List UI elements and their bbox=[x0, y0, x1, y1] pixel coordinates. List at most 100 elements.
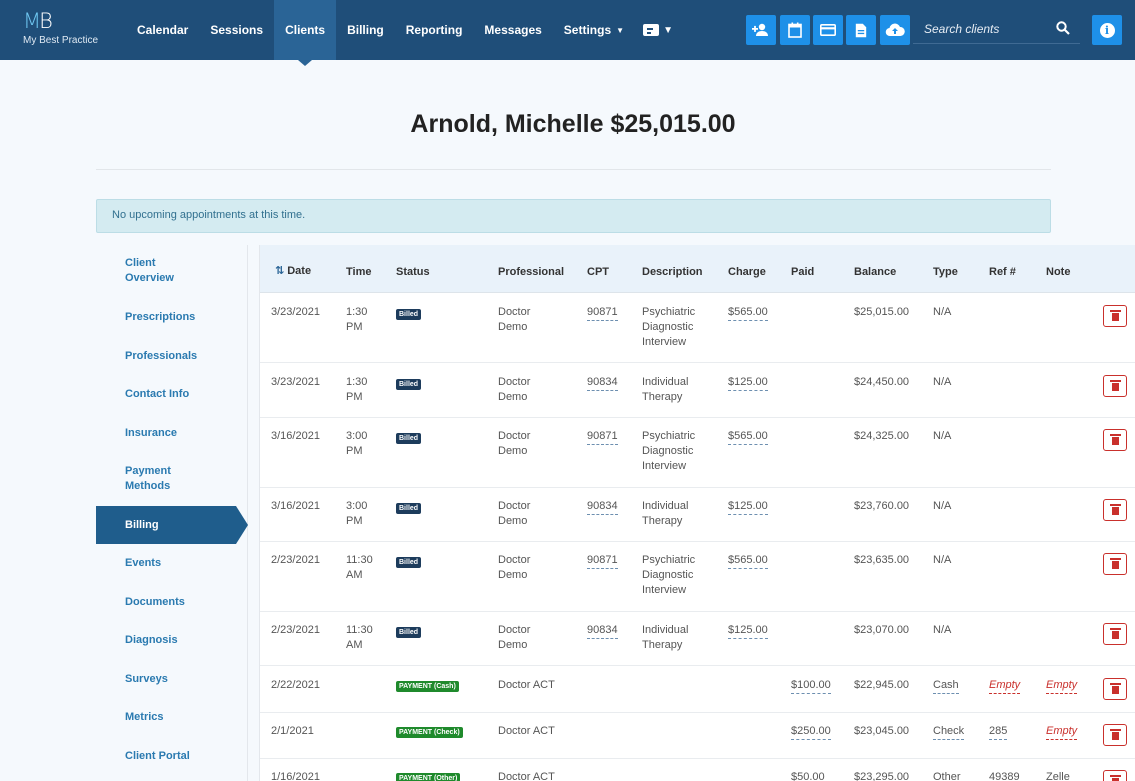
charge-link[interactable]: $565.00 bbox=[728, 429, 768, 445]
cell-balance: $23,045.00 bbox=[854, 725, 910, 737]
cell-description: Individual Therapy bbox=[642, 624, 689, 651]
column-header-type: Type bbox=[933, 266, 958, 278]
table-row: 3/16/2021 3:00 PM Billed Doctor Demo 908… bbox=[260, 418, 1135, 488]
nav-messages[interactable]: Messages bbox=[484, 23, 542, 37]
client-search bbox=[913, 14, 1080, 44]
sidebar-item-surveys[interactable]: Surveys bbox=[125, 673, 168, 685]
search-input[interactable] bbox=[913, 21, 1048, 36]
nav-reporting[interactable]: Reporting bbox=[405, 23, 463, 37]
nav-calendar[interactable]: Calendar bbox=[137, 23, 189, 37]
cell-type: N/A bbox=[933, 500, 952, 512]
cell-type: N/A bbox=[933, 554, 952, 566]
note-link[interactable]: Zelle bbox=[1046, 770, 1070, 781]
delete-button[interactable] bbox=[1103, 499, 1127, 521]
delete-button[interactable] bbox=[1103, 305, 1127, 327]
cpt-link[interactable]: 90871 bbox=[587, 553, 618, 569]
cell-professional: Doctor Demo bbox=[498, 554, 531, 581]
status-badge: Billed bbox=[396, 309, 422, 320]
charge-link[interactable]: $125.00 bbox=[728, 375, 768, 391]
trash-icon bbox=[1109, 729, 1121, 740]
trash-icon bbox=[1109, 310, 1121, 321]
sidebar-item-prescriptions[interactable]: Prescriptions bbox=[125, 311, 196, 323]
sidebar-item-diagnosis[interactable]: Diagnosis bbox=[125, 634, 178, 646]
table-row: 3/23/2021 1:30 PM Billed Doctor Demo 908… bbox=[260, 293, 1135, 363]
cpt-link[interactable]: 90834 bbox=[587, 623, 618, 639]
sidebar-item-client-portal[interactable]: Client Portal bbox=[125, 750, 190, 762]
note-link[interactable]: Empty bbox=[1046, 724, 1078, 740]
sidebar-item-contact-info[interactable]: Contact Info bbox=[125, 388, 190, 400]
upload-button[interactable] bbox=[880, 15, 910, 45]
delete-button[interactable] bbox=[1103, 678, 1127, 700]
search-icon[interactable] bbox=[1056, 21, 1070, 35]
sidebar-item-documents[interactable]: Documents bbox=[125, 596, 185, 608]
note-link[interactable]: Empty bbox=[1046, 678, 1078, 694]
cell-description: Psychiatric Diagnostic Interview bbox=[642, 554, 696, 596]
column-header-professional: Professional bbox=[498, 266, 565, 278]
paid-link[interactable]: $50.00 bbox=[791, 770, 825, 781]
column-header-paid: Paid bbox=[791, 266, 815, 278]
delete-button[interactable] bbox=[1103, 724, 1127, 746]
sidebar-item-metrics[interactable]: Metrics bbox=[125, 711, 164, 723]
sidebar-item-insurance[interactable]: Insurance bbox=[125, 427, 177, 439]
info-button[interactable]: i bbox=[1092, 15, 1122, 45]
cell-date: 3/16/2021 bbox=[271, 430, 320, 442]
cell-date: 2/1/2021 bbox=[271, 725, 314, 737]
cpt-link[interactable]: 90834 bbox=[587, 375, 618, 391]
cpt-link[interactable]: 90871 bbox=[587, 305, 618, 321]
charge-link[interactable]: $565.00 bbox=[728, 305, 768, 321]
sidebar-item-billing[interactable]: Billing bbox=[96, 506, 248, 544]
delete-button[interactable] bbox=[1103, 429, 1127, 451]
brand-logo[interactable]: MB My Best Practice bbox=[23, 10, 113, 50]
cell-date: 3/23/2021 bbox=[271, 306, 320, 318]
document-button[interactable] bbox=[846, 15, 876, 45]
cell-professional: Doctor ACT bbox=[498, 725, 555, 737]
type-link[interactable]: Check bbox=[933, 724, 965, 740]
paid-link[interactable]: $250.00 bbox=[791, 724, 831, 740]
charge-link[interactable]: $125.00 bbox=[728, 623, 768, 639]
table-row: 2/23/2021 11:30 AM Billed Doctor Demo 90… bbox=[260, 542, 1135, 612]
ref-link[interactable]: Empty bbox=[989, 678, 1021, 694]
calendar-button[interactable] bbox=[780, 15, 810, 45]
sidebar-item-client-overview[interactable]: Client Overview bbox=[125, 257, 174, 284]
card-menu-dropdown[interactable]: ▼ bbox=[643, 0, 673, 60]
cpt-link[interactable]: 90871 bbox=[587, 429, 618, 445]
nav-clients[interactable]: Clients bbox=[274, 0, 337, 66]
trash-icon bbox=[1109, 628, 1121, 639]
column-header-date[interactable]: ⇅ Date bbox=[275, 265, 312, 277]
cpt-link[interactable]: 90834 bbox=[587, 499, 618, 515]
cell-balance: $23,070.00 bbox=[854, 624, 910, 636]
nav-settings[interactable]: Settings ▼ bbox=[563, 23, 625, 37]
delete-button[interactable] bbox=[1103, 375, 1127, 397]
cell-professional: Doctor Demo bbox=[498, 430, 531, 457]
sidebar-item-payment-methods[interactable]: Payment Methods bbox=[125, 465, 171, 492]
delete-button[interactable] bbox=[1103, 770, 1127, 781]
credit-card-icon bbox=[820, 24, 836, 36]
payment-button[interactable] bbox=[813, 15, 843, 45]
delete-button[interactable] bbox=[1103, 553, 1127, 575]
cell-balance: $24,325.00 bbox=[854, 430, 910, 442]
column-header-time: Time bbox=[346, 266, 372, 278]
delete-button[interactable] bbox=[1103, 623, 1127, 645]
column-header-status: Status bbox=[396, 266, 430, 278]
nav-sessions[interactable]: Sessions bbox=[210, 23, 264, 37]
ref-link[interactable]: 285 bbox=[989, 724, 1008, 740]
trash-icon bbox=[1109, 504, 1121, 515]
charge-link[interactable]: $565.00 bbox=[728, 553, 768, 569]
type-link[interactable]: Other bbox=[933, 770, 961, 781]
sidebar-item-professionals[interactable]: Professionals bbox=[125, 350, 198, 362]
cell-type: N/A bbox=[933, 376, 952, 388]
add-client-button[interactable] bbox=[746, 15, 776, 45]
column-header-charge: Charge bbox=[728, 266, 766, 278]
type-link[interactable]: Cash bbox=[933, 678, 959, 694]
cell-balance: $23,295.00 bbox=[854, 771, 910, 781]
table-row: 3/16/2021 3:00 PM Billed Doctor Demo 908… bbox=[260, 488, 1135, 542]
nav-billing[interactable]: Billing bbox=[347, 23, 384, 37]
column-header-cpt: CPT bbox=[587, 266, 609, 278]
cell-time: 3:00 PM bbox=[346, 430, 368, 457]
cell-date: 1/16/2021 bbox=[271, 771, 320, 781]
paid-link[interactable]: $100.00 bbox=[791, 678, 831, 694]
trash-icon bbox=[1109, 434, 1121, 445]
charge-link[interactable]: $125.00 bbox=[728, 499, 768, 515]
sidebar-item-events[interactable]: Events bbox=[125, 557, 162, 569]
ref-link[interactable]: 49389 bbox=[989, 770, 1020, 781]
